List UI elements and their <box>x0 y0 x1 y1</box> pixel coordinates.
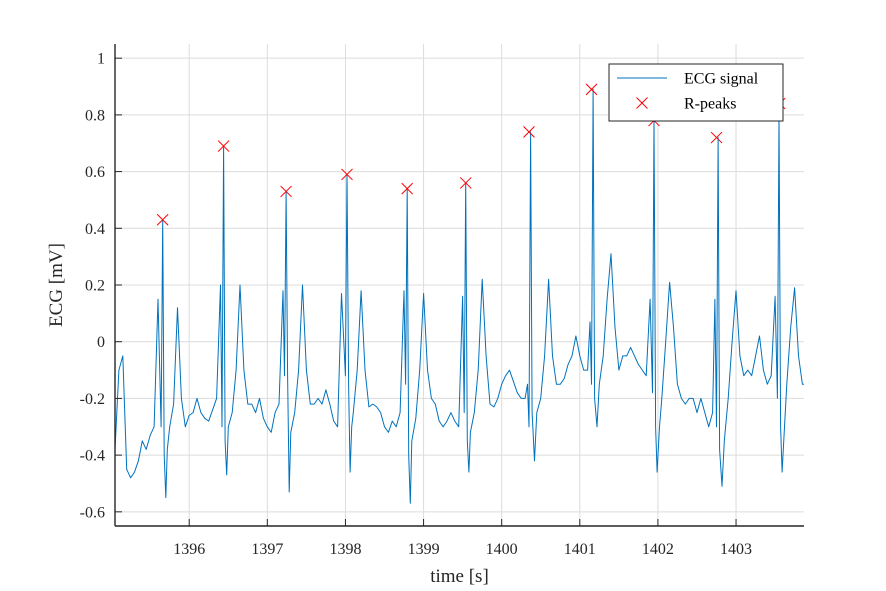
y-tick-label: -0.4 <box>80 448 105 465</box>
marker-stroke <box>401 182 414 195</box>
ticks: 1396 1397 1398 1399 1400 1401 1402 1403 -0.6 -0.4… <box>80 51 752 558</box>
legend-entry-ecg: ECG signal <box>617 71 759 88</box>
y-axis-label: ECG [mV] <box>46 243 67 327</box>
marker-stroke <box>710 131 723 144</box>
marker-stroke <box>280 185 292 198</box>
x-tick-label: 1401 <box>564 541 596 558</box>
marker-stroke <box>459 177 472 189</box>
r-peak-marker <box>280 185 292 198</box>
x-axis-label: time [s] <box>430 566 489 587</box>
x-tick-label: 1399 <box>408 541 440 558</box>
r-peak-marker <box>156 213 169 226</box>
legend-marker-swatch <box>636 97 648 109</box>
x-tick-label: 1397 <box>251 541 283 558</box>
x-tick-label: 1400 <box>486 541 518 558</box>
marker-stroke <box>217 140 230 152</box>
legend: ECG signal R-peaks <box>608 63 784 122</box>
legend-label-peaks: R-peaks <box>684 96 736 113</box>
x-tick-label: 1403 <box>720 541 752 558</box>
x-tick-label: 1402 <box>642 541 674 558</box>
y-tick-label: 0 <box>97 334 105 351</box>
legend-box <box>608 63 784 122</box>
r-peak-marker <box>401 182 414 195</box>
y-tick-label: 0.8 <box>85 107 105 124</box>
legend-label-ecg: ECG signal <box>684 71 759 88</box>
r-peak-marker <box>217 140 230 152</box>
r-peak-marker <box>341 168 353 181</box>
marker-stroke <box>523 126 535 138</box>
x-tick-label: 1398 <box>329 541 361 558</box>
r-peak-marker <box>710 131 723 144</box>
marker-stroke <box>341 168 353 181</box>
legend-entry-peaks: R-peaks <box>636 96 736 113</box>
y-tick-label: -0.2 <box>80 391 105 408</box>
x-tick-label: 1396 <box>173 541 205 558</box>
r-peak-marker <box>459 177 472 189</box>
y-tick-label: 0.4 <box>85 221 105 238</box>
y-tick-label: 0.2 <box>85 278 105 295</box>
r-peak-marker <box>585 83 598 96</box>
y-tick-label: 1 <box>97 51 105 68</box>
y-tick-label: 0.6 <box>85 164 105 181</box>
y-tick-label: -0.6 <box>80 504 105 521</box>
ecg-signal-line <box>115 88 804 504</box>
r-peak-marker <box>523 126 535 138</box>
marker-stroke <box>585 83 598 96</box>
marker-stroke <box>156 213 169 226</box>
